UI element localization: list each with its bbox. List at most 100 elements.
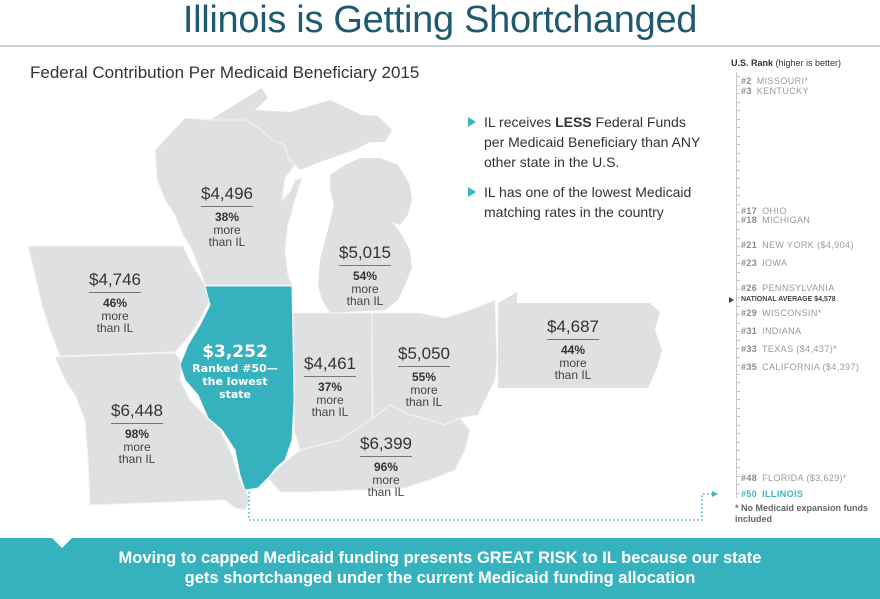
rank-axis-tick	[736, 186, 740, 188]
rank-axis-tick	[736, 382, 740, 384]
rank-axis-tick	[736, 297, 740, 299]
rank-axis-tick	[736, 475, 740, 477]
rank-row: #3 KENTUCKY	[741, 86, 809, 96]
state-more-text: more	[410, 383, 438, 397]
footer-text: Moving to capped Medicaid funding presen…	[118, 549, 477, 567]
state-amount: $4,746	[89, 270, 141, 293]
state-label-missouri: $6,448 98% more than IL	[92, 401, 182, 465]
illinois-rank-line2: the lowest	[202, 375, 268, 388]
rank-axis-tick	[736, 280, 740, 282]
illinois-rank-line1: Ranked #50—	[192, 362, 278, 375]
state-amount: $5,050	[398, 344, 450, 367]
state-shape-pennsylvania	[498, 292, 662, 388]
footer-banner: Moving to capped Medicaid funding presen…	[0, 538, 880, 599]
rank-axis-tick	[736, 76, 740, 77]
state-shape-kentucky	[267, 404, 471, 493]
rank-number: #33	[741, 344, 758, 354]
state-percent: 37%	[317, 380, 343, 394]
rank-title-rest: (higher is better)	[773, 58, 842, 68]
state-label-michigan: $5,015 54% more than IL	[320, 243, 410, 307]
rank-axis-tick	[736, 178, 740, 180]
state-amount: $4,496	[201, 184, 253, 207]
state-percent: 46%	[102, 296, 128, 310]
key-point: IL has one of the lowest Medicaid matchi…	[468, 182, 708, 222]
state-percent: 38%	[214, 210, 240, 224]
rank-axis-tick	[736, 135, 740, 137]
rank-axis-tick	[736, 450, 740, 452]
state-more-text: more	[372, 473, 400, 487]
rank-number: #48	[741, 473, 758, 483]
rank-number: #50	[741, 489, 758, 499]
rank-axis	[736, 72, 737, 498]
rank-axis-tick	[736, 484, 740, 486]
rank-row: #29 WISCONSIN*	[741, 308, 822, 318]
rank-axis-tick	[736, 127, 740, 129]
rank-axis-tick	[736, 305, 740, 307]
illinois-rank-line3: state	[219, 388, 251, 401]
state-label-iowa: $4,746 46% more than IL	[70, 270, 160, 334]
rank-state: IOWA	[762, 258, 788, 268]
state-than-text: than IL	[96, 321, 134, 335]
footer-line-1: Moving to capped Medicaid funding presen…	[0, 548, 880, 568]
state-amount: $4,461	[304, 354, 356, 377]
rank-axis-tick	[736, 271, 740, 273]
state-amount: $6,448	[111, 401, 163, 424]
footer-line-2: gets shortchanged under the current Medi…	[184, 569, 696, 587]
rank-row: #2 MISSOURI*	[741, 76, 808, 86]
state-amount: $6,399	[360, 434, 412, 457]
rank-axis-tick	[736, 101, 740, 103]
state-shape-michigan	[318, 158, 412, 313]
rank-footnote: * No Medicaid expansion funds included	[735, 503, 869, 524]
rank-axis-tick	[736, 288, 740, 290]
state-more-text: more	[123, 440, 151, 454]
rank-axis-tick	[736, 212, 740, 214]
rank-row: #21 NEW YORK ($4,904)	[741, 240, 854, 250]
state-more-text: more	[351, 282, 379, 296]
rank-number: #17	[741, 206, 758, 216]
bullet-triangle-icon	[468, 187, 476, 197]
state-label-ohio: $5,050 55% more than IL	[379, 344, 469, 408]
rank-axis-tick	[736, 161, 740, 163]
rank-state: KENTUCKY	[756, 86, 809, 96]
rank-axis-tick	[736, 407, 740, 409]
rank-axis-tick	[736, 195, 740, 197]
state-percent: 44%	[560, 343, 586, 357]
footer-notch	[52, 538, 72, 548]
key-point: IL receives LESS Federal Funds per Medic…	[468, 112, 708, 172]
rank-axis-tick	[736, 433, 740, 435]
key-point-text: Federal Funds per Medicaid Beneficiary t…	[484, 114, 701, 170]
rank-axis-tick	[736, 493, 740, 494]
rank-axis-tick	[736, 399, 740, 401]
rank-number: #31	[741, 326, 758, 336]
rank-axis-tick	[736, 118, 740, 120]
rank-row: #23 IOWA	[741, 258, 787, 268]
rank-state: PENNSYLVANIA	[762, 283, 835, 293]
rank-number: #26	[741, 283, 758, 293]
rank-axis-tick	[736, 365, 740, 367]
state-shape-missouri	[54, 352, 251, 511]
rank-number: #23	[741, 258, 758, 268]
rank-state: ILLINOIS	[762, 489, 804, 499]
rank-state: TEXAS ($4,437)*	[761, 344, 838, 354]
key-point-text: IL receives	[484, 114, 556, 130]
rank-row: #17 OHIO	[741, 206, 787, 216]
state-more-text: more	[213, 223, 241, 237]
rank-axis-tick	[736, 144, 740, 146]
rank-number: #2	[741, 76, 752, 86]
rank-axis-tick	[736, 263, 740, 265]
rank-state: MICHIGAN	[762, 215, 811, 225]
rank-title-bold: U.S. Rank	[731, 58, 774, 68]
rank-axis-tick	[736, 424, 740, 426]
state-than-text: than IL	[311, 405, 349, 419]
state-amount: $4,687	[547, 317, 599, 340]
rank-axis-tick	[736, 84, 740, 86]
rank-axis-tick	[736, 467, 740, 469]
rank-row-illinois: #50 ILLINOIS	[741, 489, 803, 499]
rank-row: #18 MICHIGAN	[741, 215, 810, 225]
state-more-text: more	[559, 356, 587, 370]
rank-axis-tick	[736, 416, 740, 418]
state-label-indiana: $4,461 37% more than IL	[285, 354, 375, 418]
footer-text: to IL because our state	[577, 549, 762, 567]
state-label-pennsylvania: $4,687 44% more than IL	[528, 317, 618, 381]
state-percent: 54%	[352, 269, 378, 283]
